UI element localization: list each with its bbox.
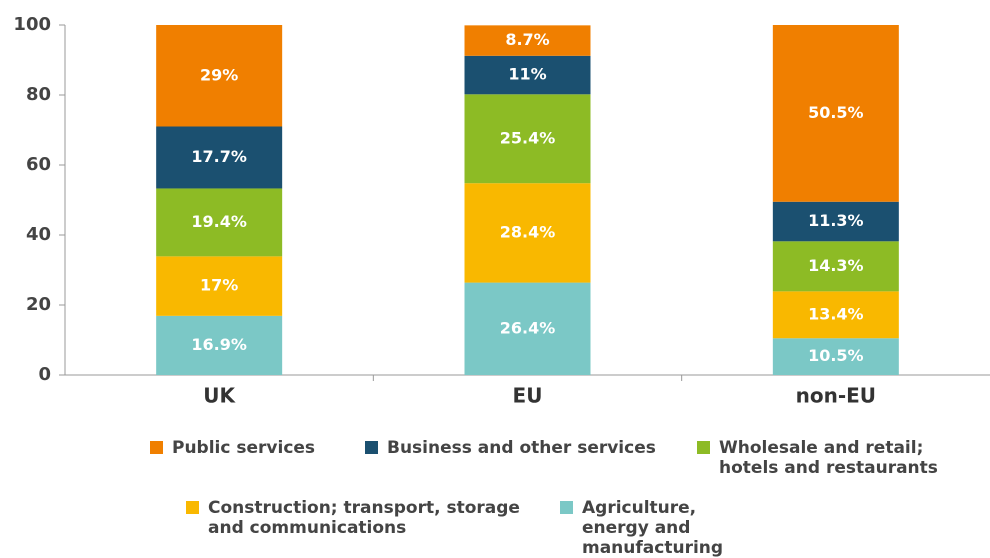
- bar-segment: [464, 282, 591, 375]
- bar-segment: [464, 94, 591, 184]
- value-label: 11%: [508, 65, 546, 84]
- y-tick-label: 0: [38, 364, 51, 385]
- legend-label: Agriculture, energy and manufacturing: [582, 498, 724, 558]
- legend-item: Construction; transport, storage and com…: [186, 498, 536, 538]
- bar-segment: [156, 25, 283, 127]
- value-label: 25.4%: [500, 128, 556, 147]
- y-tick-label: 80: [26, 84, 51, 105]
- legend-swatch: [365, 441, 378, 454]
- value-label: 8.7%: [505, 30, 549, 49]
- value-label: 26.4%: [500, 318, 556, 337]
- bar-segment: [772, 291, 899, 339]
- legend-label: Wholesale and retail; hotels and restaur…: [719, 438, 938, 478]
- value-label: 29%: [200, 65, 238, 84]
- legend-swatch: [560, 501, 573, 514]
- bar-segment: [464, 183, 591, 283]
- legend-item: Business and other services: [365, 438, 685, 458]
- bar-segment: [156, 256, 283, 316]
- legend-label: Construction; transport, storage and com…: [208, 498, 520, 538]
- legend-swatch: [697, 441, 710, 454]
- chart: 0 20 40 60 80 100 UK 16.9% 17% 19.4% 17.7% 29% EU 26.…: [13, 14, 990, 408]
- legend-item: Public services: [150, 438, 350, 458]
- value-label: 10.5%: [808, 346, 864, 365]
- legend-label: Public services: [172, 438, 316, 458]
- legend-swatch: [186, 501, 199, 514]
- value-label: 28.4%: [500, 222, 556, 241]
- bar-segment: [156, 315, 283, 375]
- bar-segment: [156, 188, 283, 257]
- bar-segment: [156, 126, 283, 189]
- x-tick-label: EU: [513, 384, 543, 408]
- bar-segment: [464, 25, 591, 56]
- y-tick-label: 40: [26, 224, 51, 245]
- x-tick-label: UK: [203, 384, 236, 408]
- y-tick-label: 100: [13, 14, 51, 35]
- value-label: 16.9%: [191, 335, 247, 354]
- page: {"chart_data": {"type": "stacked_bar", "…: [13, 14, 990, 558]
- value-label: 19.4%: [191, 212, 247, 231]
- value-label: 11.3%: [808, 211, 864, 230]
- value-label: 14.3%: [808, 256, 864, 275]
- bar-segment: [772, 25, 899, 202]
- bar-segment: [772, 338, 899, 375]
- value-label: 50.5%: [808, 103, 864, 122]
- legend-label: Business and other services: [387, 438, 656, 458]
- y-tick-label: 60: [26, 154, 51, 175]
- y-tick-label: 20: [26, 294, 51, 315]
- value-label: 13.4%: [808, 304, 864, 323]
- x-tick-label: non-EU: [796, 384, 876, 408]
- value-label: 17.7%: [191, 147, 247, 166]
- value-label: 17%: [200, 276, 238, 295]
- legend-item: Agriculture, energy and manufacturing: [560, 498, 760, 558]
- bar-segment: [772, 241, 899, 292]
- bar-segment: [464, 55, 591, 95]
- legend-item: Wholesale and retail; hotels and restaur…: [697, 438, 957, 478]
- legend-swatch: [150, 441, 163, 454]
- bar-segment: [772, 201, 899, 242]
